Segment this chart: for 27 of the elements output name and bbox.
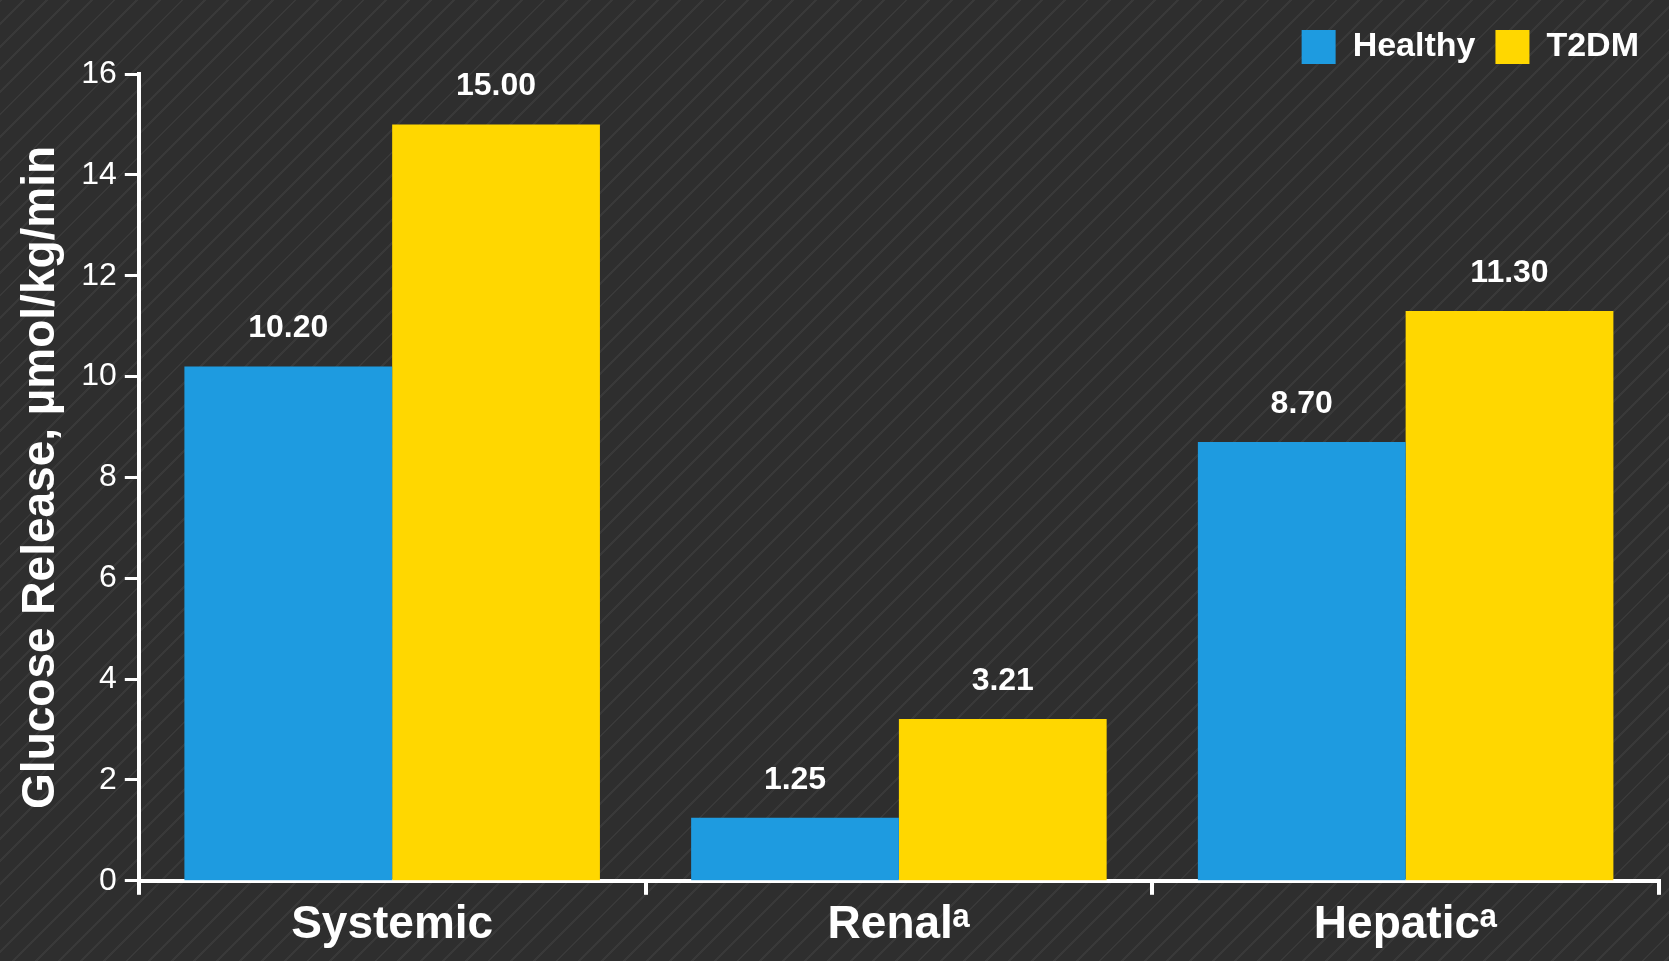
x-tick-label: Renalᵃ bbox=[827, 896, 971, 949]
bar bbox=[1405, 311, 1614, 881]
y-tick-label: 6 bbox=[99, 558, 117, 595]
bar bbox=[898, 718, 1107, 881]
data-label: 1.25 bbox=[763, 759, 827, 796]
bar bbox=[691, 817, 899, 881]
bar bbox=[1197, 442, 1406, 881]
y-tick-label: 12 bbox=[81, 255, 117, 292]
data-label: 3.21 bbox=[971, 660, 1034, 697]
y-tick-label: 10 bbox=[81, 356, 117, 393]
y-tick-label: 16 bbox=[81, 53, 117, 90]
x-tick-label: Hepaticᵃ bbox=[1313, 896, 1499, 949]
y-tick-label: 8 bbox=[99, 457, 117, 494]
data-label: 15.00 bbox=[456, 66, 537, 103]
y-tick-label: 4 bbox=[99, 658, 117, 695]
y-tick-label: 2 bbox=[99, 759, 117, 796]
y-axis-title: Glucose Release, µmol/kg/min bbox=[12, 145, 65, 809]
y-tick-label: 14 bbox=[81, 154, 117, 191]
y-tick-label: 0 bbox=[99, 860, 117, 897]
data-label: 11.30 bbox=[1470, 252, 1549, 289]
bar bbox=[392, 124, 600, 881]
bar bbox=[184, 366, 393, 881]
x-tick-label: Systemic bbox=[291, 896, 494, 949]
legend-label: T2DM bbox=[1546, 25, 1640, 64]
data-label: 8.70 bbox=[1270, 383, 1333, 420]
legend-label: Healthy bbox=[1352, 25, 1476, 64]
data-label: 10.20 bbox=[248, 308, 329, 345]
